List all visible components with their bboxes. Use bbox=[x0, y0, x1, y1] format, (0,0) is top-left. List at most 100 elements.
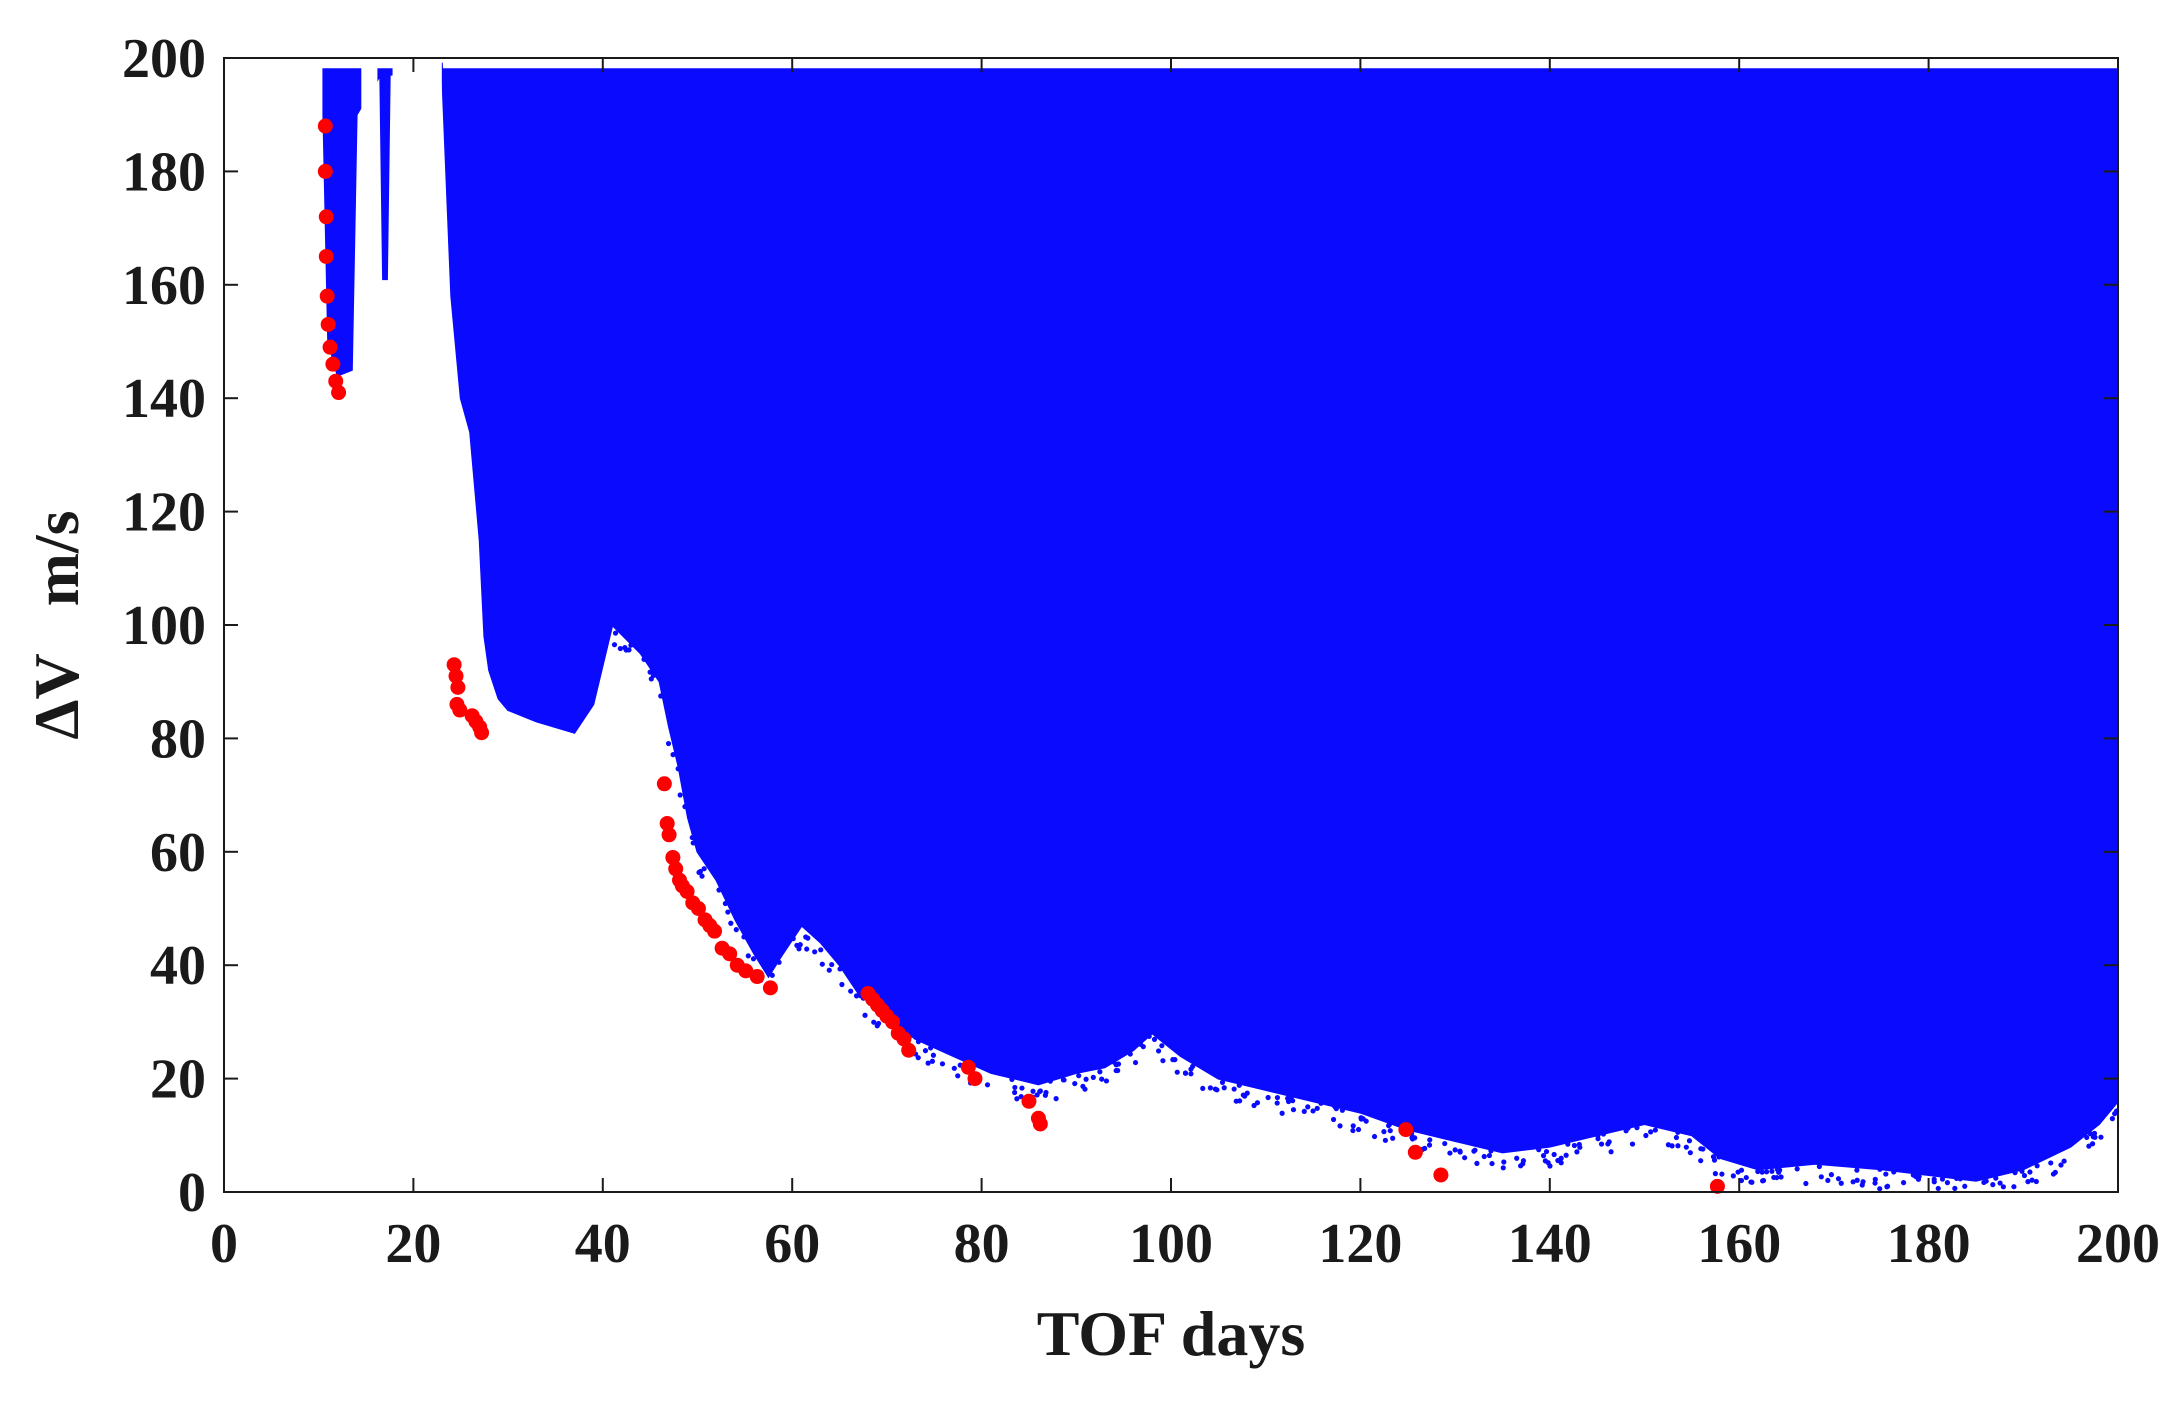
cloud-speckle bbox=[675, 766, 681, 772]
cloud-speckle bbox=[1939, 1176, 1946, 1182]
x-tick-label: 60 bbox=[764, 1213, 820, 1275]
cloud-speckle bbox=[794, 942, 800, 948]
cloud-speckle bbox=[1481, 1153, 1487, 1160]
pareto-point bbox=[668, 861, 684, 877]
cloud-speckle bbox=[1140, 1044, 1146, 1050]
cloud-speckle bbox=[1097, 1069, 1103, 1075]
pareto-point bbox=[738, 963, 754, 979]
cloud-speckle bbox=[1563, 1152, 1569, 1158]
cloud-speckle bbox=[1803, 1180, 1809, 1187]
cloud-speckle bbox=[803, 934, 809, 940]
pareto-point bbox=[749, 969, 765, 985]
pareto-point bbox=[679, 883, 695, 899]
cloud-speckle bbox=[839, 981, 845, 988]
cloud-speckle bbox=[1860, 1179, 1866, 1185]
cloud-speckle bbox=[853, 993, 860, 999]
cloud-speckle bbox=[1082, 1086, 1088, 1092]
cloud-speckle bbox=[1387, 1128, 1393, 1134]
cloud-speckle bbox=[701, 866, 707, 872]
y-tick-label: 80 bbox=[150, 708, 206, 770]
cloud-speckle bbox=[1099, 1076, 1105, 1082]
cloud-speckle bbox=[1236, 1082, 1242, 1088]
cloud-speckle bbox=[677, 792, 683, 798]
cloud-speckle bbox=[1190, 1063, 1196, 1069]
cloud-speckle bbox=[951, 1065, 957, 1071]
cloud-speckle bbox=[1350, 1123, 1356, 1129]
cloud-speckle bbox=[722, 900, 728, 907]
pareto-point bbox=[967, 1071, 983, 1087]
cloud-speckle bbox=[1643, 1132, 1649, 1139]
cloud-speckle bbox=[1698, 1146, 1704, 1152]
cloud-speckle bbox=[1014, 1096, 1020, 1102]
cloud-speckle bbox=[1565, 1141, 1571, 1147]
cloud-speckle bbox=[1962, 1183, 1968, 1189]
cloud-speckle bbox=[1716, 1154, 1722, 1160]
y-tick-label: 180 bbox=[122, 141, 206, 203]
cloud-speckle bbox=[1547, 1163, 1553, 1169]
cloud-speckle bbox=[741, 934, 747, 940]
cloud-speckle bbox=[1290, 1098, 1296, 1104]
cloud-speckle bbox=[1634, 1125, 1640, 1131]
pareto-point bbox=[446, 657, 462, 673]
cloud-speckle bbox=[1675, 1143, 1681, 1149]
y-tick-label: 100 bbox=[122, 595, 206, 657]
cloud-speckle bbox=[826, 967, 832, 973]
cloud-speckle bbox=[1310, 1108, 1316, 1114]
pareto-point bbox=[325, 356, 341, 372]
cloud-speckle bbox=[1409, 1136, 1416, 1142]
cloud-speckle bbox=[1935, 1185, 1941, 1192]
cloud-speckle bbox=[818, 947, 824, 953]
cloud-speckle bbox=[1536, 1147, 1542, 1153]
pareto-point bbox=[322, 339, 338, 355]
solution-cloud-strip bbox=[380, 75, 390, 280]
cloud-speckle bbox=[1825, 1177, 1831, 1184]
cloud-speckle bbox=[2011, 1184, 2017, 1190]
cloud-speckle bbox=[1447, 1150, 1453, 1156]
cloud-speckle bbox=[2025, 1179, 2031, 1185]
pareto-point bbox=[885, 1014, 901, 1030]
x-tick-label: 40 bbox=[575, 1213, 631, 1275]
cloud-speckle bbox=[670, 752, 676, 758]
cloud-speckle bbox=[1993, 1175, 1999, 1181]
cloud-speckle bbox=[1172, 1057, 1178, 1063]
cloud-speckle bbox=[1427, 1137, 1433, 1143]
cloud-speckle bbox=[1305, 1104, 1311, 1110]
cloud-speckle bbox=[728, 920, 734, 926]
pareto-point bbox=[448, 668, 464, 684]
cloud-speckle bbox=[1698, 1158, 1704, 1164]
cloud-speckle bbox=[929, 1058, 936, 1064]
cloud-speckle bbox=[1712, 1171, 1718, 1177]
cloud-speckle bbox=[1012, 1089, 1018, 1096]
cloud-speckle bbox=[915, 1055, 921, 1061]
cloud-speckle bbox=[1574, 1149, 1580, 1155]
cloud-speckle bbox=[1558, 1155, 1564, 1161]
cloud-speckle bbox=[871, 1019, 877, 1025]
y-tick-label: 120 bbox=[122, 482, 206, 544]
cloud-speckle bbox=[769, 972, 775, 978]
cloud-speckle bbox=[848, 988, 854, 994]
cloud-speckle bbox=[1854, 1177, 1860, 1183]
pareto-point bbox=[328, 373, 344, 389]
cloud-speckle bbox=[955, 1073, 961, 1079]
cloud-speckle bbox=[1330, 1116, 1337, 1123]
cloud-speckle bbox=[647, 669, 653, 675]
cloud-speckle bbox=[1030, 1088, 1036, 1094]
x-tick-label: 120 bbox=[1318, 1213, 1402, 1275]
cloud-speckle bbox=[1900, 1180, 1907, 1186]
cloud-speckle bbox=[1838, 1180, 1844, 1186]
cloud-speckle bbox=[1219, 1079, 1226, 1085]
pareto-point bbox=[317, 118, 333, 134]
cloud-speckle bbox=[776, 959, 782, 965]
cloud-speckle bbox=[1221, 1085, 1227, 1091]
cloud-speckle bbox=[1314, 1105, 1320, 1111]
cloud-speckle bbox=[626, 647, 632, 653]
cloud-speckle bbox=[648, 676, 654, 682]
cloud-speckle bbox=[1735, 1169, 1741, 1175]
pareto-point bbox=[960, 1059, 976, 1075]
cloud-speckle bbox=[1778, 1174, 1784, 1180]
cloud-speckle bbox=[1759, 1178, 1766, 1184]
cloud-speckle bbox=[1274, 1094, 1281, 1101]
cloud-speckle bbox=[1382, 1137, 1389, 1143]
cloud-speckle bbox=[1159, 1043, 1165, 1049]
cloud-speckle bbox=[733, 927, 739, 933]
